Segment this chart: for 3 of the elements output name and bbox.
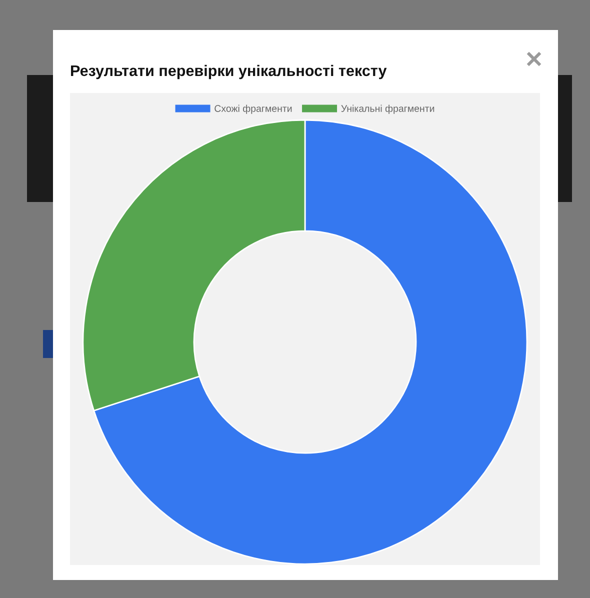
chart-title: Результати перевірки унікальності тексту bbox=[71, 64, 387, 80]
legend-label: Унікальні фрагменти bbox=[341, 104, 434, 114]
legend-label: Схожі фрагменти bbox=[214, 104, 292, 114]
